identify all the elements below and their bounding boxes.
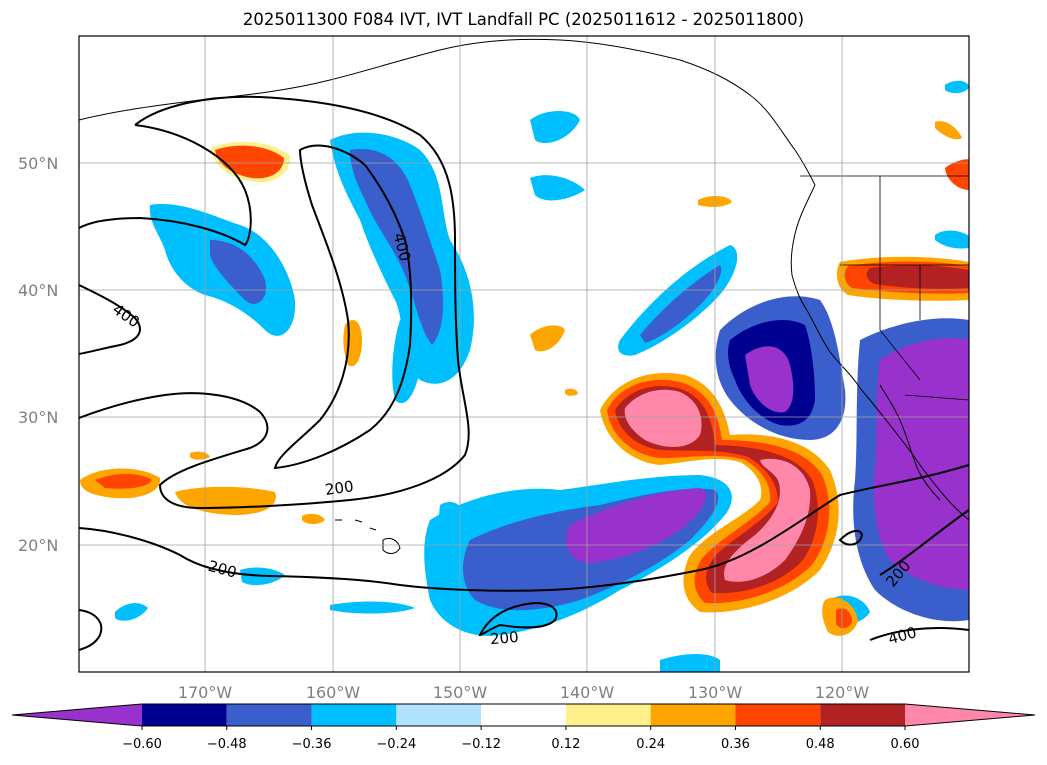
negative-anomaly-area (530, 175, 585, 201)
hawaii-islands (335, 519, 377, 531)
colorbar-segment (820, 704, 905, 726)
colorbar-segment (481, 704, 566, 726)
lon-label: 160°W (306, 683, 361, 702)
map-frame (78, 35, 970, 673)
latitude-labels: 50°N 40°N 30°N 20°N (18, 154, 58, 555)
ivt-contour-200-se (879, 509, 969, 576)
ivt-contour-200-north (79, 95, 470, 510)
bc-coast (790, 184, 969, 521)
longitude-labels: 170°W 160°W 150°W 140°W 130°W 120°W (178, 683, 870, 702)
negative-anomaly-area (438, 501, 466, 540)
lat-label: 40°N (18, 281, 58, 300)
negative-anomaly-area (745, 346, 794, 413)
positive-anomaly-area (95, 474, 152, 489)
negative-anomaly-area (115, 603, 148, 621)
positive-anomaly-area (624, 389, 702, 447)
colorbar-extend-high (905, 704, 1035, 726)
colorbar-tick-label: 0.48 (806, 737, 835, 752)
positive-anomaly-area (724, 458, 811, 582)
ivt-contour-400-west (79, 284, 141, 355)
contour-label: 200 (489, 628, 519, 648)
ivt-contour-400 (273, 144, 413, 470)
colorbar-segment (142, 704, 227, 726)
colorbar-segment (396, 704, 482, 726)
colorbar-segment (226, 704, 312, 726)
hawaii-big (382, 537, 401, 554)
state-borders (840, 176, 969, 381)
negative-anomaly-area (640, 265, 722, 343)
ivt-contour-200-south (79, 464, 969, 592)
lat-label: 50°N (18, 154, 58, 173)
positive-anomaly-area (836, 608, 852, 629)
lat-label: 30°N (18, 408, 58, 427)
positive-anomaly-area (565, 388, 578, 396)
positive-anomaly-area (866, 265, 969, 289)
lon-label: 130°W (688, 683, 743, 702)
colorbar-tick-label: −0.48 (207, 737, 247, 752)
colorbar-tick-label: −0.24 (376, 737, 416, 752)
colorbar-tick-label: −0.36 (292, 737, 332, 752)
ivt-contour-sw-loop (79, 609, 103, 651)
negative-anomaly-area (873, 338, 969, 590)
ivt-contour-lines (79, 95, 969, 651)
colorbar-tick-label: −0.12 (461, 737, 501, 752)
negative-anomaly-area (330, 601, 415, 614)
us-mexico-border (904, 394, 969, 401)
positive-anomaly-area (530, 325, 565, 352)
colorbar: −0.60 −0.48 −0.36 −0.24 −0.12 0.12 0.24 0.36 0.4… (11, 703, 1036, 752)
colorbar-segment (735, 704, 821, 726)
contour-label: 200 (324, 477, 355, 499)
colorbar-extend-low (12, 704, 142, 726)
lon-label: 120°W (815, 683, 870, 702)
negative-anomaly-area (350, 149, 444, 345)
colorbar-segment (565, 704, 651, 726)
colorbar-tick-label: 0.60 (891, 737, 920, 752)
ivt-contour-small (838, 529, 864, 546)
colorbar-segment (650, 704, 736, 726)
positive-anomaly-area (302, 513, 325, 525)
borders (800, 175, 969, 401)
negative-anomaly-area (935, 230, 969, 249)
negative-anomaly-area (945, 80, 969, 94)
positive-anomaly-area (945, 159, 969, 190)
ivt-contour-400-se (869, 627, 969, 641)
negative-anomaly-area (530, 111, 580, 144)
positive-anomaly-area (935, 121, 962, 140)
colorbar-tick-label: 0.24 (636, 737, 665, 752)
colorbar-tick-label: 0.36 (721, 737, 750, 752)
lon-label: 150°W (433, 683, 488, 702)
ivt-contour-200-inner (79, 124, 252, 247)
map-title: 2025011300 F084 IVT, IVT Landfall PC (20… (242, 10, 805, 29)
colorbar-segment (311, 704, 397, 726)
lon-label: 140°W (560, 683, 615, 702)
ivt-contour-200-blob (478, 601, 558, 637)
baja-coast (879, 384, 941, 501)
lat-label: 20°N (18, 536, 58, 555)
negative-anomaly-area (210, 240, 266, 304)
negative-anomaly-area (566, 488, 707, 563)
lon-label: 170°W (178, 683, 233, 702)
colorbar-tick-label: 0.12 (551, 737, 580, 752)
negative-anomaly-area (660, 654, 720, 672)
colorbar-tick-label: −0.60 (122, 737, 162, 752)
